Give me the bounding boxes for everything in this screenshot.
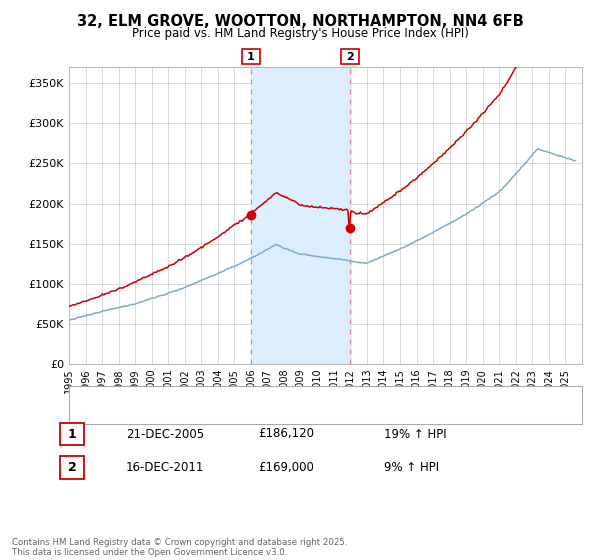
Text: 32, ELM GROVE, WOOTTON, NORTHAMPTON, NN4 6FB: 32, ELM GROVE, WOOTTON, NORTHAMPTON, NN4… [77,14,523,29]
Text: £186,120: £186,120 [258,427,314,441]
Bar [251,67,350,364]
Text: Price paid vs. HM Land Registry's House Price Index (HPI): Price paid vs. HM Land Registry's House … [131,27,469,40]
Text: HPI: Average price, semi-detached house, West Northamptonshire: HPI: Average price, semi-detached house,… [102,408,448,418]
Text: 21-DEC-2005: 21-DEC-2005 [126,427,204,441]
Text: 9% ↑ HPI: 9% ↑ HPI [384,461,439,474]
Text: 16-DEC-2011: 16-DEC-2011 [126,461,205,474]
Text: 32, ELM GROVE, WOOTTON, NORTHAMPTON, NN4 6FB (semi-detached house): 32, ELM GROVE, WOOTTON, NORTHAMPTON, NN4… [102,394,508,404]
Text: 1: 1 [247,52,254,62]
Text: 2: 2 [68,461,76,474]
Text: 19% ↑ HPI: 19% ↑ HPI [384,427,446,441]
Text: 1: 1 [68,427,76,441]
Text: —: — [76,392,90,405]
Text: Contains HM Land Registry data © Crown copyright and database right 2025.
This d: Contains HM Land Registry data © Crown c… [12,538,347,557]
Text: —: — [76,407,90,420]
Text: 2: 2 [346,52,354,62]
Text: £169,000: £169,000 [258,461,314,474]
